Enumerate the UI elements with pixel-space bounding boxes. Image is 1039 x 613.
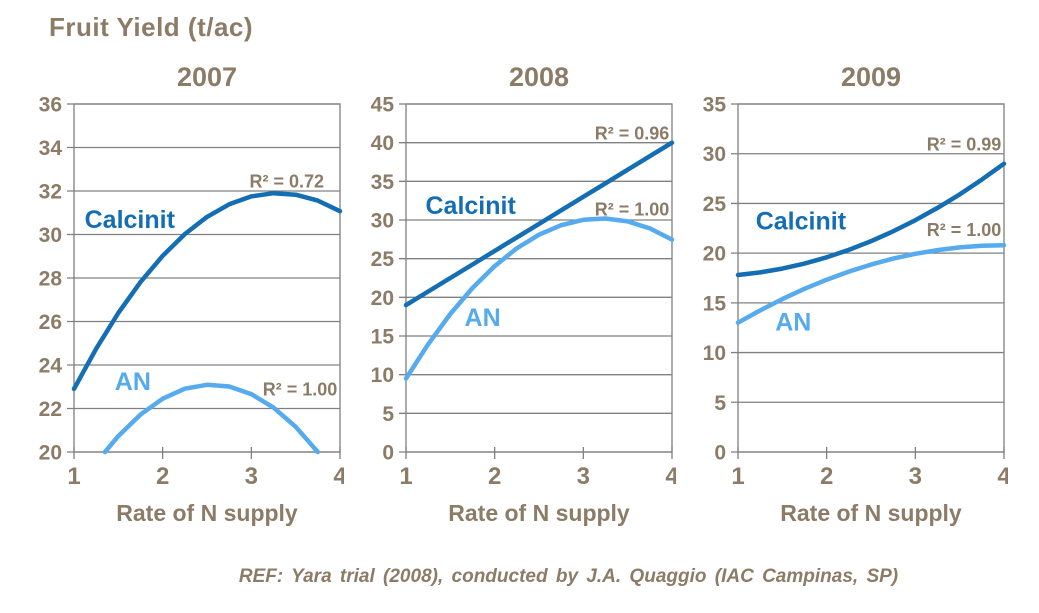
y-tick-label: 28 <box>39 268 63 291</box>
x-tick-label: 2 <box>820 463 833 490</box>
y-tick-label: 22 <box>39 398 62 421</box>
y-tick-label: 15 <box>703 292 727 315</box>
y-tick-label: 20 <box>371 287 394 310</box>
r-squared-label: R² = 1.00 <box>595 199 670 219</box>
chart-panel-2008: 2008 45 40 35 30 25 20 15 10 5 0 1 2 3 4 Calcinit R² = … <box>340 62 676 527</box>
chart-canvas: 35 30 25 20 15 10 5 01 2 3 4 Calcinit R² = 0.99 AN R² … <box>703 94 1008 490</box>
series-label-an: AN <box>115 368 151 396</box>
x-tick-label: 3 <box>245 463 258 490</box>
x-tick-label: 3 <box>577 463 590 490</box>
y-tick-label: 45 <box>371 94 395 117</box>
x-tick-label: 4 <box>333 463 344 490</box>
series-line-calcinit <box>403 140 675 308</box>
r-squared-label: R² = 0.99 <box>927 135 1002 155</box>
series-label-an: AN <box>775 309 811 337</box>
chart-title: 2008 <box>508 62 570 92</box>
y-tick-label: 34 <box>39 137 63 160</box>
page-title: Fruit Yield (t/ac) <box>49 12 254 42</box>
r-squared-label: R² = 1.00 <box>927 220 1002 240</box>
y-tick-label: 35 <box>371 171 395 194</box>
r-squared-label: R² = 0.96 <box>595 124 670 144</box>
y-tick-label: 26 <box>39 311 62 334</box>
r-squared-label: R² = 0.72 <box>249 172 324 192</box>
series-label-calcinit: Calcinit <box>756 207 847 235</box>
series-line-an <box>102 382 321 455</box>
y-tick-label: 36 <box>39 94 62 117</box>
y-tick-label: 35 <box>703 94 727 117</box>
x-tick-label: 2 <box>156 463 169 490</box>
y-tick-label: 5 <box>382 403 394 426</box>
x-tick-label: 4 <box>997 463 1008 490</box>
y-tick-label: 30 <box>39 224 62 247</box>
chart-title: 2009 <box>840 62 902 92</box>
chart-canvas: 45 40 35 30 25 20 15 10 5 01 2 3 4 Calcinit R² = 0.96 A… <box>371 94 676 490</box>
y-tick-label: 25 <box>703 193 727 216</box>
series-label-calcinit: Calcinit <box>85 206 176 234</box>
x-axis-label: Rate of N supply <box>448 500 630 526</box>
y-tick-label: 15 <box>371 326 395 349</box>
y-tick-label: 20 <box>703 243 726 266</box>
y-tick-label: 24 <box>39 355 63 378</box>
y-tick-label: 25 <box>371 248 395 271</box>
series-line-an <box>403 216 675 381</box>
x-tick-label: 3 <box>909 463 922 490</box>
x-axis-label: Rate of N supply <box>116 500 298 526</box>
y-tick-label: 5 <box>714 392 726 415</box>
x-tick-label: 2 <box>488 463 501 490</box>
y-tick-label: 30 <box>371 210 394 233</box>
x-tick-label: 4 <box>665 463 676 490</box>
y-tick-label: 32 <box>39 181 62 204</box>
r-squared-label: R² = 1.00 <box>263 379 338 399</box>
x-tick-label: 1 <box>67 463 80 490</box>
series-label-an: AN <box>465 304 501 332</box>
y-tick-label: 30 <box>703 143 726 166</box>
plot-frame <box>405 103 673 453</box>
chart-title: 2007 <box>176 62 238 92</box>
chart-panel-2009: 2009 35 30 25 20 15 10 5 0 1 2 3 4 Calcinit R² = 0.99… <box>672 62 1008 527</box>
y-tick-label: 10 <box>703 342 726 365</box>
y-tick-label: 0 <box>714 442 726 465</box>
series-line-an <box>735 242 1007 325</box>
y-tick-label: 0 <box>382 442 394 465</box>
reference-note: REF: Yara trial (2008), conducted by J.A… <box>238 566 899 587</box>
series-line-calcinit <box>735 161 1007 278</box>
x-tick-label: 1 <box>399 463 412 490</box>
x-tick-label: 1 <box>731 463 744 490</box>
y-tick-label: 10 <box>371 364 394 387</box>
y-tick-label: 20 <box>39 442 62 465</box>
y-tick-label: 40 <box>371 132 394 155</box>
plot-frame <box>737 103 1005 453</box>
series-label-calcinit: Calcinit <box>426 192 517 220</box>
plot-frame <box>73 103 341 453</box>
x-axis-label: Rate of N supply <box>780 500 962 526</box>
series-line-calcinit <box>71 190 343 392</box>
chart-panel-2007: 2007 36 34 32 30 28 26 24 22 20 1 2 3 4 Calcinit R² = … <box>8 62 344 527</box>
